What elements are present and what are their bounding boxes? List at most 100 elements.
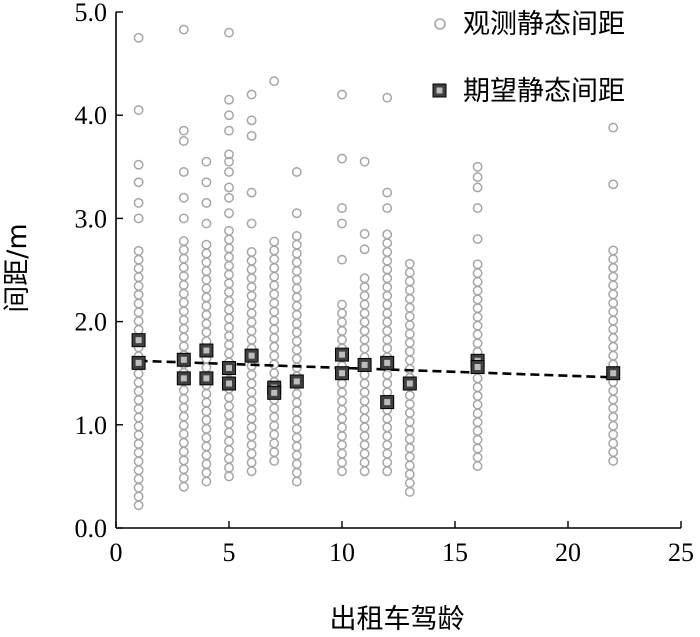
expected-point-inner <box>180 356 187 363</box>
observed-point <box>246 334 257 345</box>
observed-point <box>608 350 619 361</box>
legend-observed-label: 观测静态间距 <box>463 9 625 40</box>
observed-point <box>359 396 370 407</box>
observed-point <box>201 248 212 259</box>
observed-point <box>224 234 234 245</box>
observed-point <box>269 245 280 256</box>
expected-point-inner <box>180 375 187 382</box>
observed-point <box>608 447 619 458</box>
observed-point <box>269 403 280 414</box>
observed-point <box>178 429 189 440</box>
observed-point <box>291 467 302 478</box>
observed-point <box>337 378 347 389</box>
observed-point <box>224 322 234 333</box>
observed-point <box>201 283 212 294</box>
observed-point <box>133 465 144 476</box>
observed-point <box>133 213 144 224</box>
observed-point <box>201 459 212 469</box>
observed-point <box>472 338 483 349</box>
observed-point <box>404 337 415 348</box>
observed-point <box>472 320 483 331</box>
observed-point <box>224 287 234 298</box>
y-tick-label: 5.0 <box>75 0 108 27</box>
expected-point-inner <box>406 380 413 387</box>
observed-point <box>382 273 393 284</box>
observed-point <box>291 353 302 364</box>
observed-point <box>608 333 619 344</box>
observed-point <box>246 130 257 141</box>
observed-point <box>246 387 257 398</box>
observed-point <box>608 306 619 317</box>
observed-point <box>472 294 483 305</box>
observed-point <box>382 203 393 214</box>
observed-point <box>608 394 619 405</box>
observed-point <box>178 244 189 255</box>
observed-point <box>472 203 483 214</box>
observed-point <box>178 385 189 396</box>
observed-point <box>472 172 483 183</box>
observed-point <box>608 298 619 308</box>
observed-point <box>201 476 212 487</box>
observed-point <box>224 462 234 473</box>
observed-point <box>359 244 370 255</box>
observed-point <box>291 423 302 434</box>
observed-point <box>472 382 483 393</box>
observed-point <box>472 443 483 454</box>
observed-point <box>246 369 257 380</box>
observed-point <box>201 415 212 426</box>
observed-point <box>404 390 415 401</box>
observed-point <box>178 332 189 343</box>
observed-point <box>224 331 234 341</box>
observed-point <box>404 486 415 497</box>
observed-point <box>178 167 189 177</box>
observed-point <box>291 230 302 241</box>
observed-point <box>224 296 234 306</box>
observed-point <box>404 285 415 296</box>
observed-point <box>224 260 234 271</box>
observed-point <box>133 438 144 449</box>
observed-point <box>291 257 302 268</box>
observed-point <box>269 438 280 449</box>
observed-point <box>133 430 144 441</box>
observed-point <box>178 323 189 334</box>
observed-point <box>133 245 144 256</box>
observed-point <box>269 368 280 379</box>
observed-point <box>472 161 483 172</box>
observed-point <box>133 482 144 493</box>
observed-point <box>224 418 234 429</box>
observed-point <box>337 203 347 214</box>
observed-point <box>133 403 144 414</box>
observed-point <box>404 460 415 471</box>
observed-point <box>359 466 370 477</box>
observed-point <box>291 301 302 312</box>
observed-point <box>224 445 234 456</box>
observed-point <box>291 397 302 408</box>
observed-point <box>246 264 257 275</box>
observed-point <box>472 303 483 314</box>
trend-line-layer <box>138 359 614 379</box>
observed-point <box>337 448 347 459</box>
observed-point <box>382 457 393 468</box>
observed-point <box>133 386 144 397</box>
observed-point <box>201 301 212 312</box>
observed-point <box>201 406 212 417</box>
expected-points-layer <box>131 333 621 410</box>
observed-point <box>608 280 619 291</box>
observed-point <box>269 455 280 466</box>
observed-point <box>382 431 393 442</box>
observed-point <box>359 299 370 310</box>
observed-point <box>404 302 415 313</box>
x-tick-label: 20 <box>555 538 581 567</box>
observed-point <box>359 325 370 336</box>
observed-point <box>382 187 393 198</box>
observed-point <box>472 268 483 279</box>
observed-point <box>246 282 257 292</box>
observed-point <box>246 325 257 336</box>
observed-point <box>178 262 189 273</box>
legend-expected-marker-inner <box>436 87 443 94</box>
observed-point <box>291 309 302 320</box>
observed-point <box>178 125 189 136</box>
y-tick-label: 2.0 <box>75 308 108 337</box>
observed-point <box>359 413 370 424</box>
x-tick-label: 5 <box>223 538 236 567</box>
